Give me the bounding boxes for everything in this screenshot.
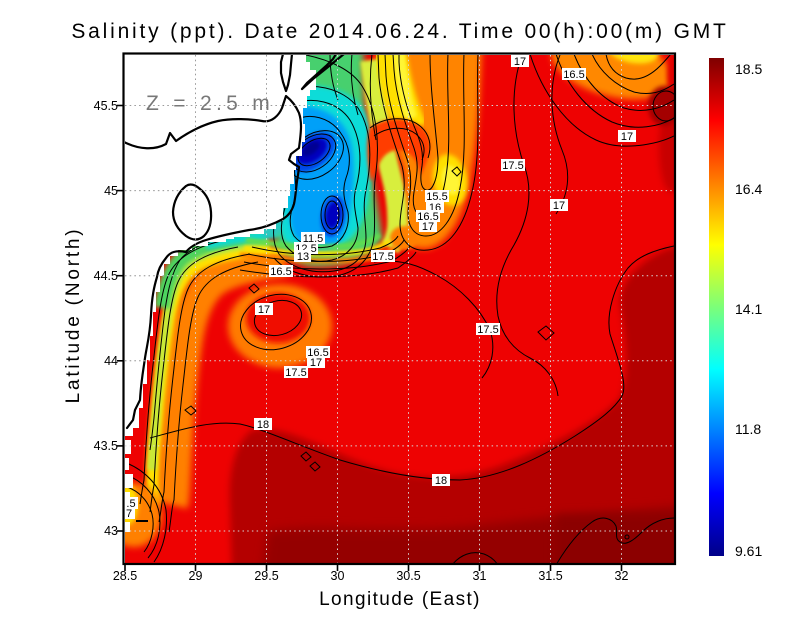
svg-text:17: 17 [422,221,434,233]
svg-text:31: 31 [473,569,487,583]
svg-text:29: 29 [189,569,203,583]
svg-text:18: 18 [257,419,269,431]
svg-text:44.5: 44.5 [94,269,118,283]
svg-text:17.5: 17.5 [372,251,393,263]
svg-text:17.5: 17.5 [502,160,523,172]
svg-text:17: 17 [310,357,322,369]
svg-text:43: 43 [104,524,118,538]
svg-text:45: 45 [104,184,118,198]
svg-text:Z = 2.5 m: Z = 2.5 m [146,92,274,115]
svg-text:16.5: 16.5 [563,69,584,81]
svg-text:Salinity (ppt). Date 2014.06.2: Salinity (ppt). Date 2014.06.24. Time 00… [71,20,728,43]
svg-text:17: 17 [621,131,633,143]
svg-text:14.1: 14.1 [735,301,762,317]
svg-text:29.5: 29.5 [254,569,278,583]
svg-text:30: 30 [331,569,345,583]
svg-text:17: 17 [514,56,526,68]
svg-text:15.5: 15.5 [426,191,447,203]
svg-text:43.5: 43.5 [94,439,118,453]
svg-text:16.5: 16.5 [270,266,291,278]
svg-text:32: 32 [615,569,629,583]
svg-text:9.61: 9.61 [735,543,762,559]
svg-text:Longitude (East): Longitude (East) [319,589,481,610]
svg-text:16.4: 16.4 [735,181,762,197]
svg-text:Latitude (North): Latitude (North) [63,227,84,404]
svg-text:44: 44 [104,354,118,368]
svg-text:13: 13 [297,251,309,263]
svg-text:18: 18 [435,475,447,487]
svg-text:17: 17 [553,200,565,212]
svg-text:31.5: 31.5 [538,569,562,583]
svg-text:11.8: 11.8 [735,421,761,437]
svg-text:18.5: 18.5 [735,61,762,77]
svg-text:30.5: 30.5 [396,569,420,583]
svg-text:28.5: 28.5 [113,569,137,583]
svg-text:45.5: 45.5 [94,99,118,113]
svg-text:17: 17 [258,304,270,316]
svg-text:.5: .5 [126,498,135,510]
svg-text:17.5: 17.5 [285,367,306,379]
svg-text:7: 7 [126,508,132,520]
svg-text:17.5: 17.5 [477,324,498,336]
